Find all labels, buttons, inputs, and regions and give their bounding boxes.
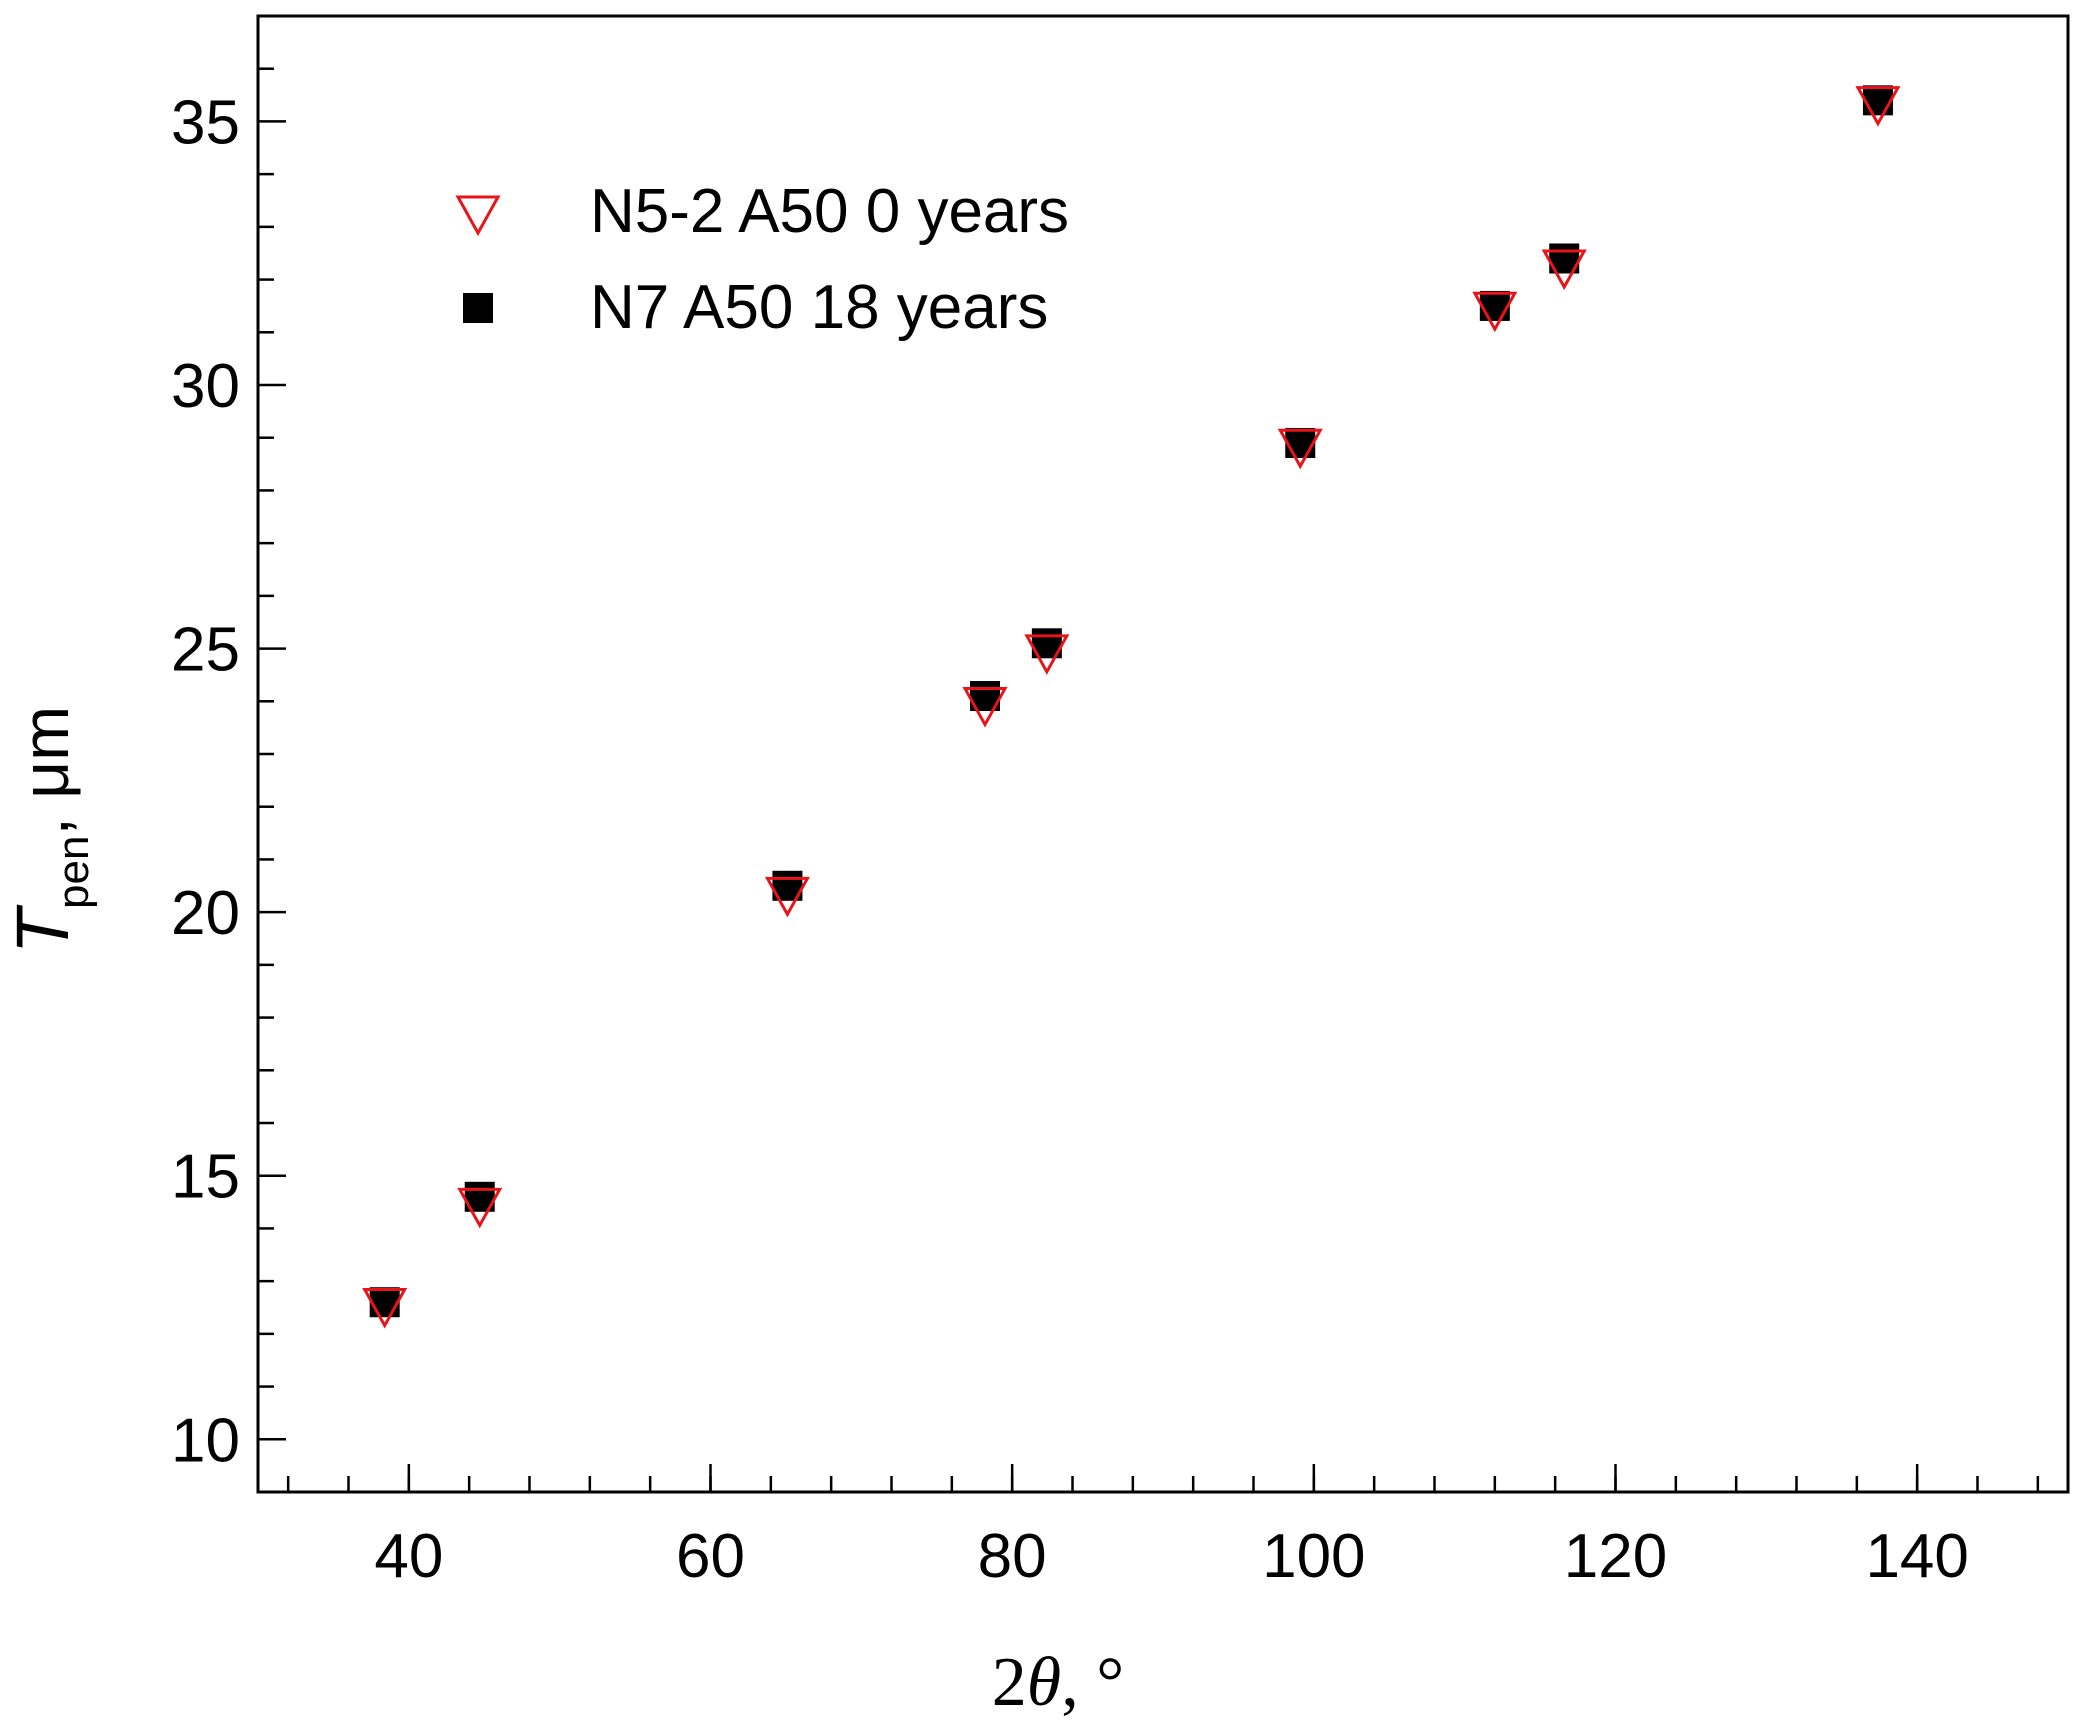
marker-n5-2-triangle (1855, 86, 1901, 127)
y-axis-title-sub: pen (49, 836, 98, 909)
marker-n5-2-triangle (1472, 291, 1518, 333)
legend-square-icon (463, 293, 493, 323)
x-axis-title-theta: θ (1027, 1644, 1061, 1721)
marker-n7-square (1862, 85, 1893, 116)
x-axis-title-unit: , ° (1061, 1644, 1124, 1721)
x-axis-title: 2θ, ° (992, 1644, 1124, 1721)
marker-n5-2-triangle (1024, 634, 1070, 675)
axis-ticks (258, 14, 2040, 1494)
x-tick-labels: 40 60 80 100 120 140 (374, 1522, 1969, 1591)
x-tick-label: 60 (676, 1522, 745, 1591)
y-tick-label: 10 (171, 1406, 240, 1475)
legend: N5-2 A50 0 years N7 A50 18 years (455, 177, 1069, 342)
marker-n7-square (1479, 290, 1510, 321)
y-tick-label: 25 (171, 616, 240, 685)
y-axis-title: Tpen, μm (1, 706, 98, 954)
x-tick-label: 140 (1865, 1522, 1968, 1591)
y-tick-label: 30 (171, 352, 240, 421)
marker-n5-2-triangle (457, 1187, 503, 1229)
y-tick-labels: 10 15 20 25 30 35 (171, 88, 240, 1475)
marker-n5-2-triangle (764, 876, 810, 918)
legend-label-n7: N7 A50 18 years (590, 273, 1048, 342)
y-axis-title-main: T (1, 904, 84, 954)
x-tick-label: 40 (374, 1522, 443, 1591)
legend-label-n5-2: N5-2 A50 0 years (590, 177, 1069, 246)
y-axis-title-unit: , μm (8, 706, 82, 836)
legend-triangle-icon (455, 195, 501, 237)
data-markers (362, 85, 1901, 1329)
marker-n5-2-triangle (962, 687, 1008, 728)
plot-frame (256, 14, 2070, 1494)
x-tick-label: 100 (1262, 1522, 1365, 1591)
marker-n5-2-triangle (362, 1288, 408, 1329)
x-tick-label: 120 (1564, 1522, 1667, 1591)
y-tick-label: 35 (171, 88, 240, 157)
y-tick-label: 20 (171, 879, 240, 948)
legend-marker-triangle (455, 195, 501, 237)
marker-n7-square (1285, 427, 1316, 458)
x-axis-title-main: 2 (992, 1644, 1027, 1721)
marker-n5-2-triangle (1541, 249, 1587, 291)
marker-n7-square (369, 1287, 400, 1318)
y-tick-label: 15 (171, 1143, 240, 1212)
marker-n5-2-triangle (1277, 428, 1323, 470)
x-tick-label: 80 (978, 1522, 1047, 1591)
legend-marker-square (463, 293, 493, 323)
